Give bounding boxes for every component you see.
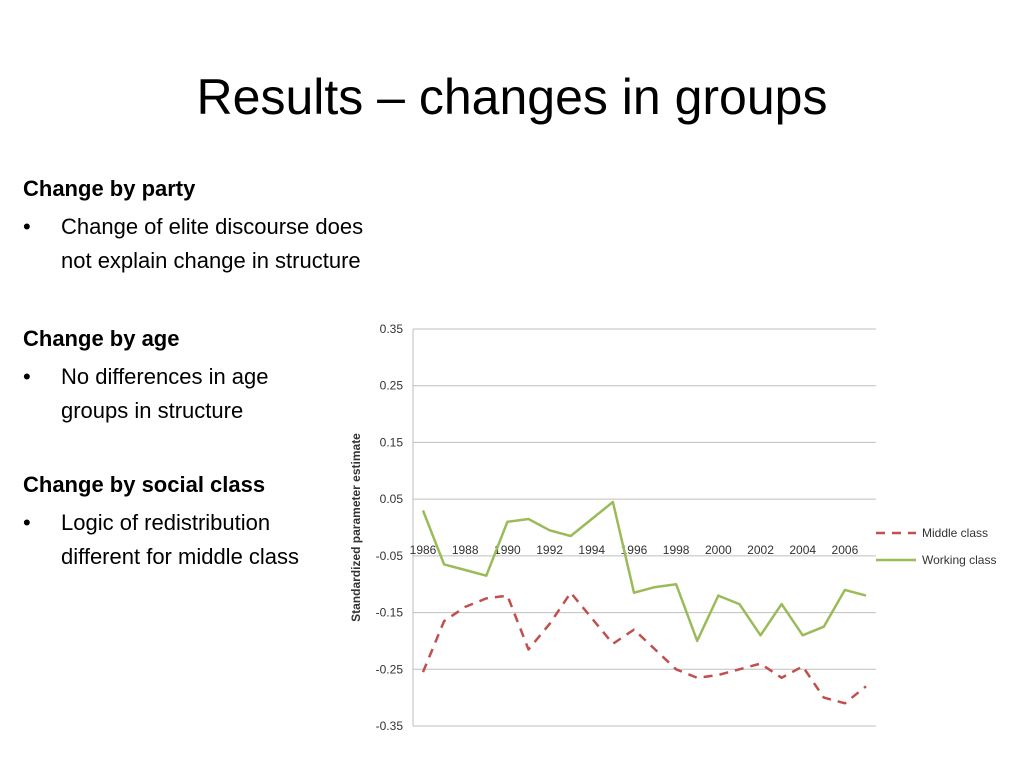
x-tick-label: 2004 bbox=[789, 543, 816, 557]
x-tick-label: 1990 bbox=[494, 543, 521, 557]
section-age: Change by age • No differences in age gr… bbox=[23, 322, 383, 428]
bullet-mark: • bbox=[23, 510, 31, 535]
y-tick-label: 0.35 bbox=[380, 322, 404, 336]
y-tick-label: 0.15 bbox=[380, 435, 404, 449]
series-line-working-class bbox=[421, 500, 867, 643]
y-tick-label: -0.15 bbox=[376, 606, 404, 620]
y-tick-label: -0.05 bbox=[376, 549, 404, 563]
chart-svg: 0.35 0.25 0.15 0.05 -0.05 -0.15 -0.25 -0.35 198… bbox=[350, 322, 996, 733]
section-heading: Change by age bbox=[23, 326, 180, 351]
x-tick-label: 2006 bbox=[832, 543, 859, 557]
chart-legend: Middle class Working class bbox=[876, 526, 996, 567]
content-panel: Change by party • Change of elite discou… bbox=[23, 172, 383, 574]
bullet-text: Change of elite discourse does not expla… bbox=[61, 214, 364, 273]
x-tick-label: 1998 bbox=[663, 543, 690, 557]
x-tick-labels: 1986 1988 1990 1992 1994 1996 1998 2000 2002 2004… bbox=[410, 543, 859, 557]
y-axis-label: Standardized parameter estimate bbox=[350, 433, 363, 622]
legend-label: Middle class bbox=[922, 526, 988, 540]
section-heading: Change by social class bbox=[23, 472, 266, 497]
x-tick-label: 1996 bbox=[621, 543, 648, 557]
chart-series bbox=[421, 500, 867, 705]
x-tick-label: 1986 bbox=[410, 543, 437, 557]
section-party: Change by party • Change of elite discou… bbox=[23, 172, 383, 278]
y-tick-label: 0.05 bbox=[380, 492, 404, 506]
bullet-item: • No differences in age groups in struct… bbox=[23, 360, 323, 428]
y-tick-labels: 0.35 0.25 0.15 0.05 -0.05 -0.15 -0.25 -0.35 bbox=[376, 322, 404, 733]
section-social-class: Change by social class • Logic of redist… bbox=[23, 468, 383, 574]
y-tick-label: -0.25 bbox=[376, 662, 404, 676]
series-line-middle-class bbox=[421, 591, 867, 705]
y-tick-label: 0.25 bbox=[380, 379, 404, 393]
bullet-mark: • bbox=[23, 214, 31, 239]
x-tick-label: 2002 bbox=[747, 543, 774, 557]
x-tick-label: 1988 bbox=[452, 543, 479, 557]
bullet-text: No differences in age groups in structur… bbox=[61, 364, 269, 423]
slide-title: Results – changes in groups bbox=[196, 69, 828, 125]
y-tick-label: -0.35 bbox=[376, 719, 404, 733]
bullet-mark: • bbox=[23, 364, 31, 389]
bullet-item: • Change of elite discourse does not exp… bbox=[23, 210, 383, 278]
x-tick-label: 2000 bbox=[705, 543, 732, 557]
line-chart: 0.35 0.25 0.15 0.05 -0.05 -0.15 -0.25 -0.35 198… bbox=[350, 312, 1014, 736]
x-tick-label: 1992 bbox=[536, 543, 563, 557]
x-tick-label: 1994 bbox=[578, 543, 605, 557]
bullet-text: Logic of redistribution different for mi… bbox=[61, 510, 300, 569]
legend-label: Working class bbox=[922, 553, 996, 567]
chart-grid bbox=[412, 328, 876, 727]
bullet-item: • Logic of redistribution different for … bbox=[23, 506, 323, 574]
section-heading: Change by party bbox=[23, 176, 196, 201]
